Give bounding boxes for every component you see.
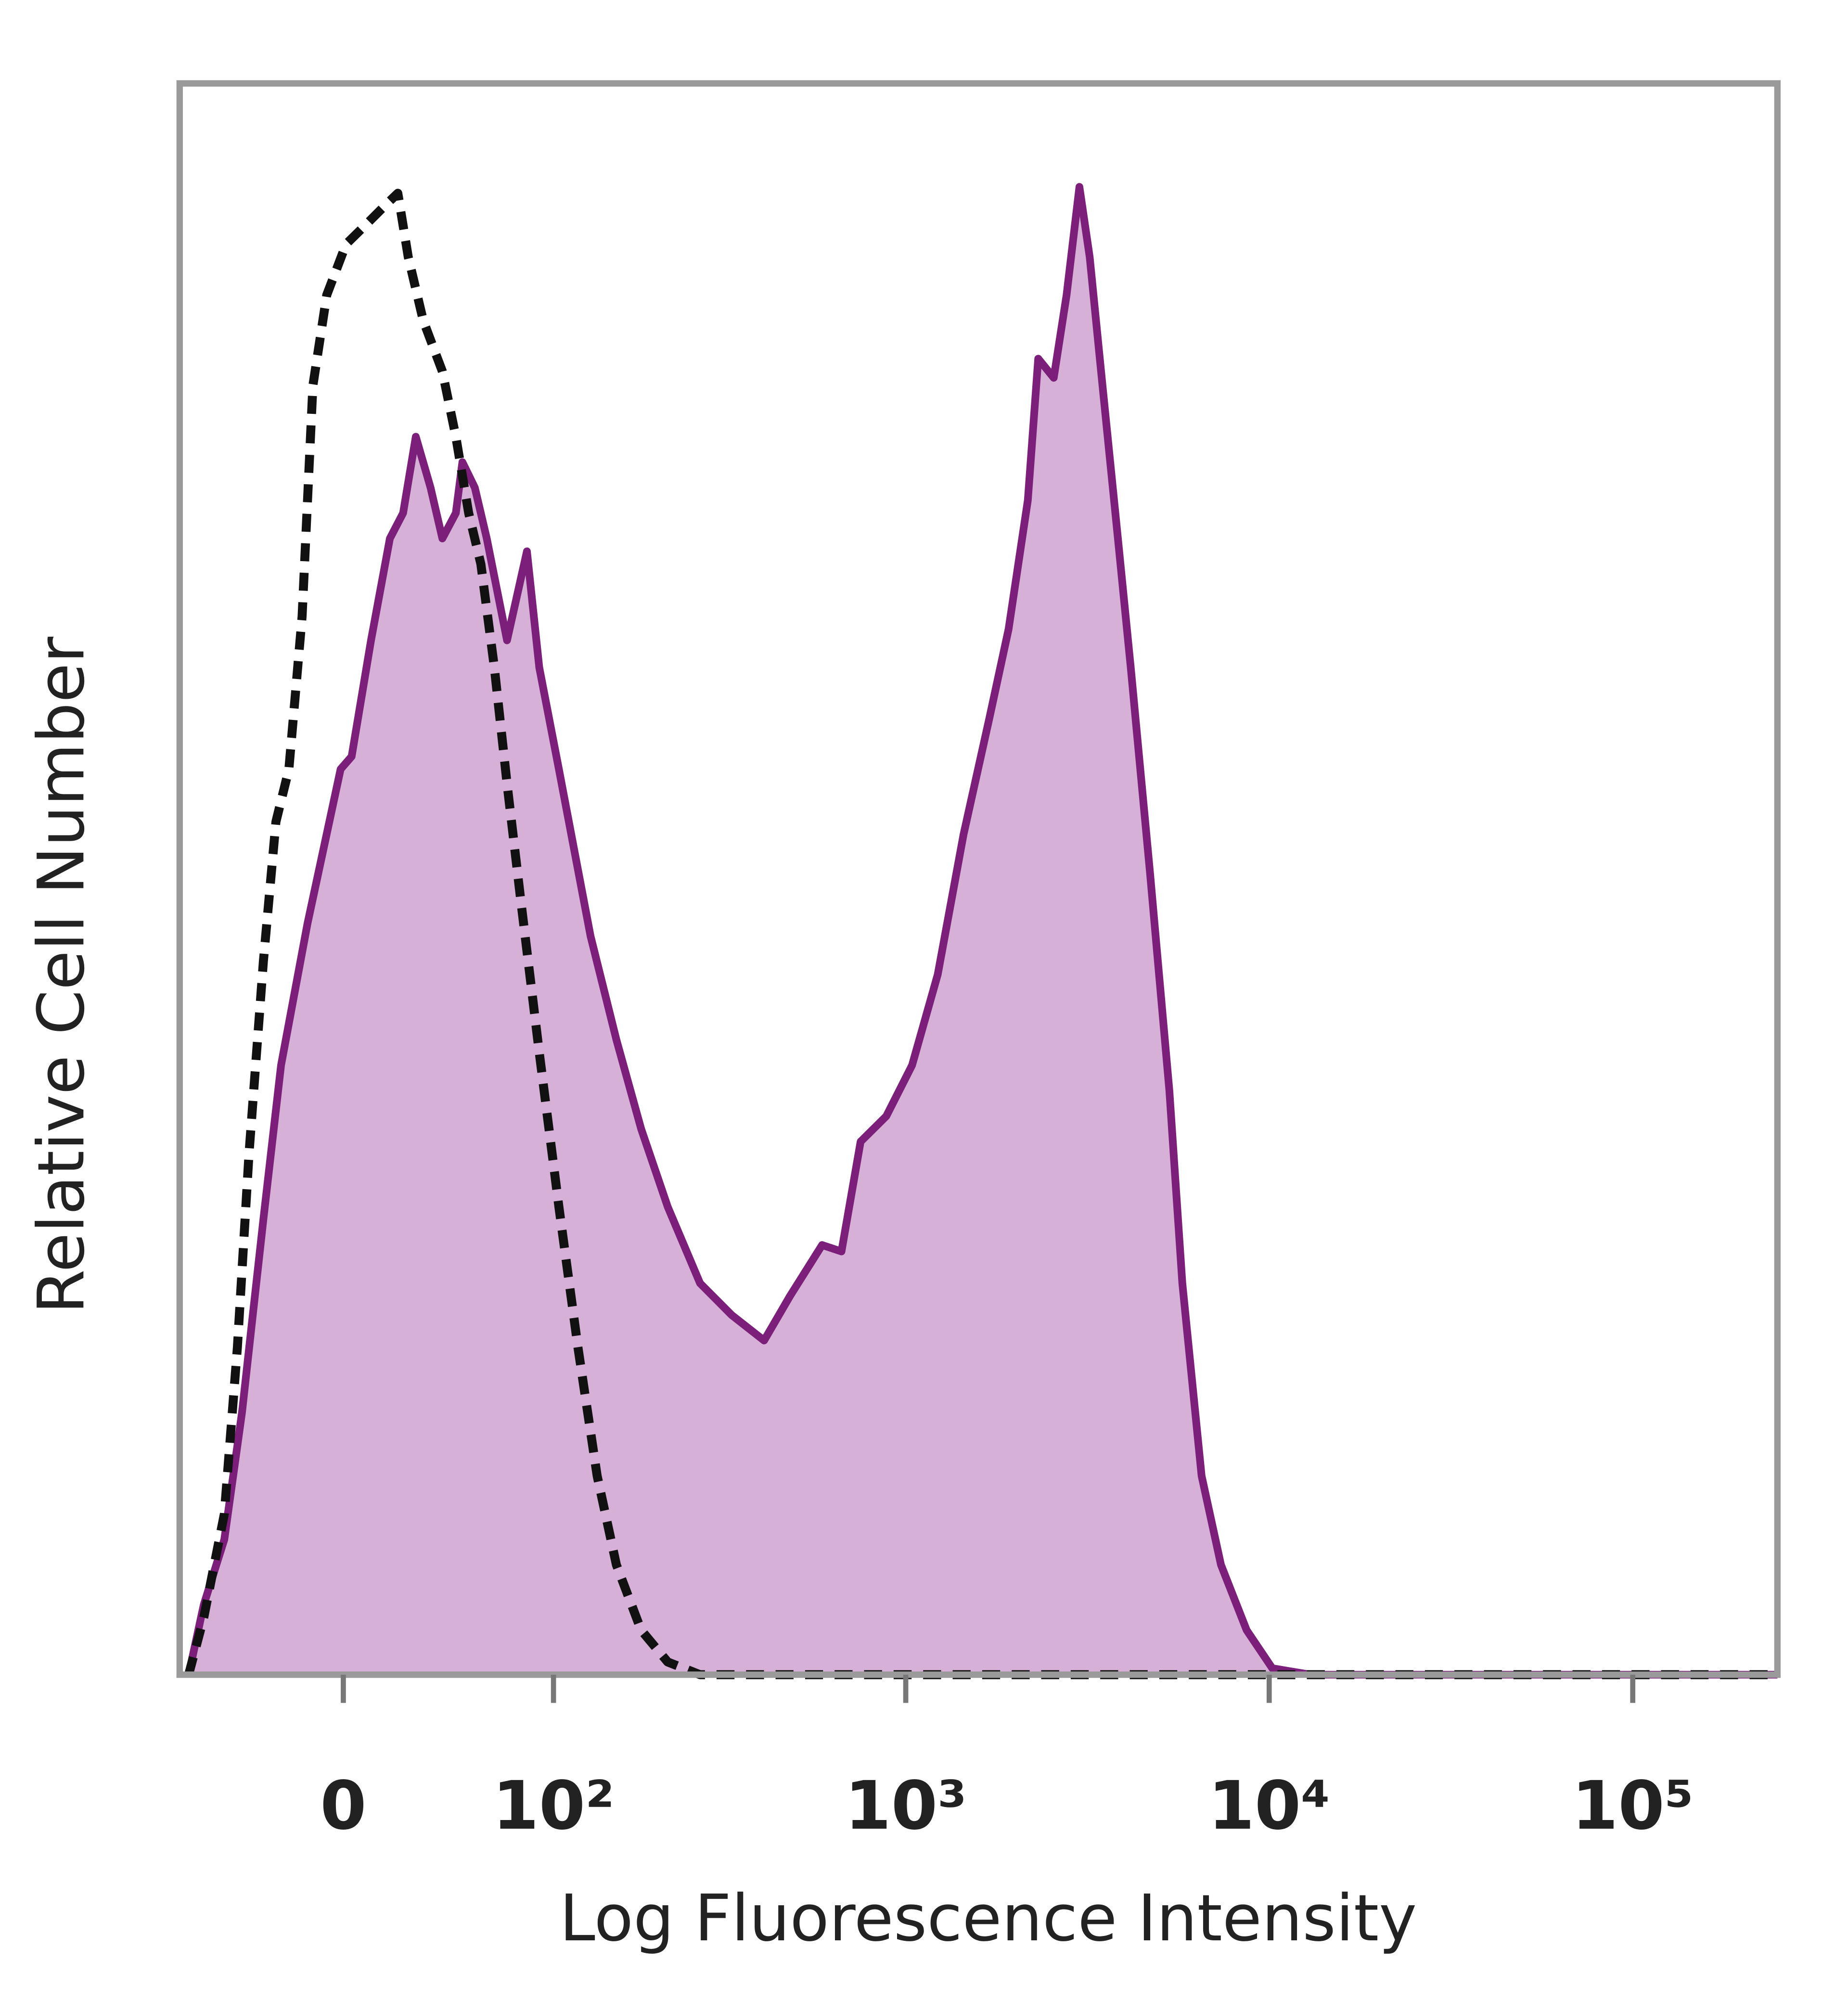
histogram-area [189,187,1778,1675]
x-axis-label: Log Fluorescence Intensity [560,1881,1417,1956]
x-tick-label: 10² [492,1767,615,1845]
x-tick-label: 0 [320,1767,366,1845]
y-axis-label: Relative Cell Number [24,637,99,1314]
x-tick-label: 10⁵ [1572,1767,1694,1845]
histogram-line [185,183,1778,1679]
plot-area [184,183,1778,1679]
x-tick-label: 10³ [845,1767,967,1845]
x-tick-label: 10⁴ [1208,1767,1330,1845]
plot-frame [176,80,1781,1678]
